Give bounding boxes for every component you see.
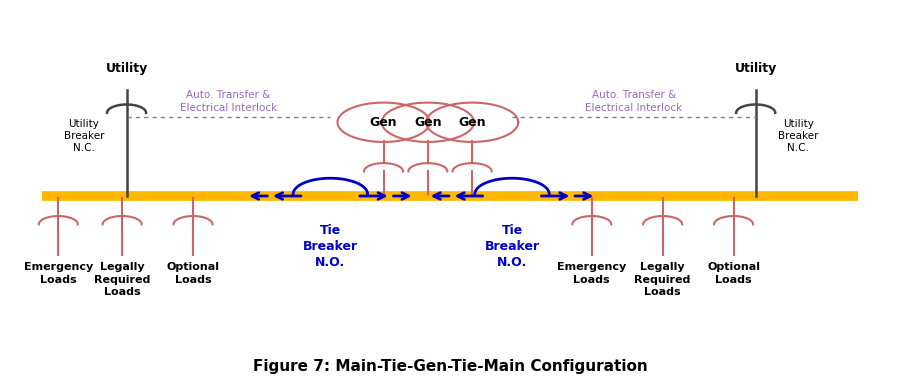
Text: Gen: Gen: [370, 116, 398, 129]
Text: Tie
Breaker
N.O.: Tie Breaker N.O.: [484, 224, 540, 269]
Text: Utility
Breaker
N.C.: Utility Breaker N.C.: [778, 118, 818, 152]
Text: Auto. Transfer &
Electrical Interlock: Auto. Transfer & Electrical Interlock: [180, 91, 277, 113]
Text: Legally
Required
Loads: Legally Required Loads: [94, 262, 150, 297]
Text: Utility: Utility: [734, 62, 777, 75]
Text: Emergency
Loads: Emergency Loads: [557, 262, 626, 285]
Text: Gen: Gen: [414, 116, 442, 129]
Text: Utility
Breaker
N.C.: Utility Breaker N.C.: [64, 118, 104, 152]
Text: Emergency
Loads: Emergency Loads: [23, 262, 93, 285]
Text: Figure 7: Main-Tie-Gen-Tie-Main Configuration: Figure 7: Main-Tie-Gen-Tie-Main Configur…: [253, 359, 647, 374]
Text: Auto. Transfer &
Electrical Interlock: Auto. Transfer & Electrical Interlock: [585, 91, 682, 113]
Text: Utility: Utility: [105, 62, 148, 75]
Text: Gen: Gen: [458, 116, 486, 129]
Text: Legally
Required
Loads: Legally Required Loads: [634, 262, 691, 297]
Text: Tie
Breaker
N.O.: Tie Breaker N.O.: [302, 224, 358, 269]
Text: Optional
Loads: Optional Loads: [166, 262, 220, 285]
Text: Optional
Loads: Optional Loads: [707, 262, 760, 285]
